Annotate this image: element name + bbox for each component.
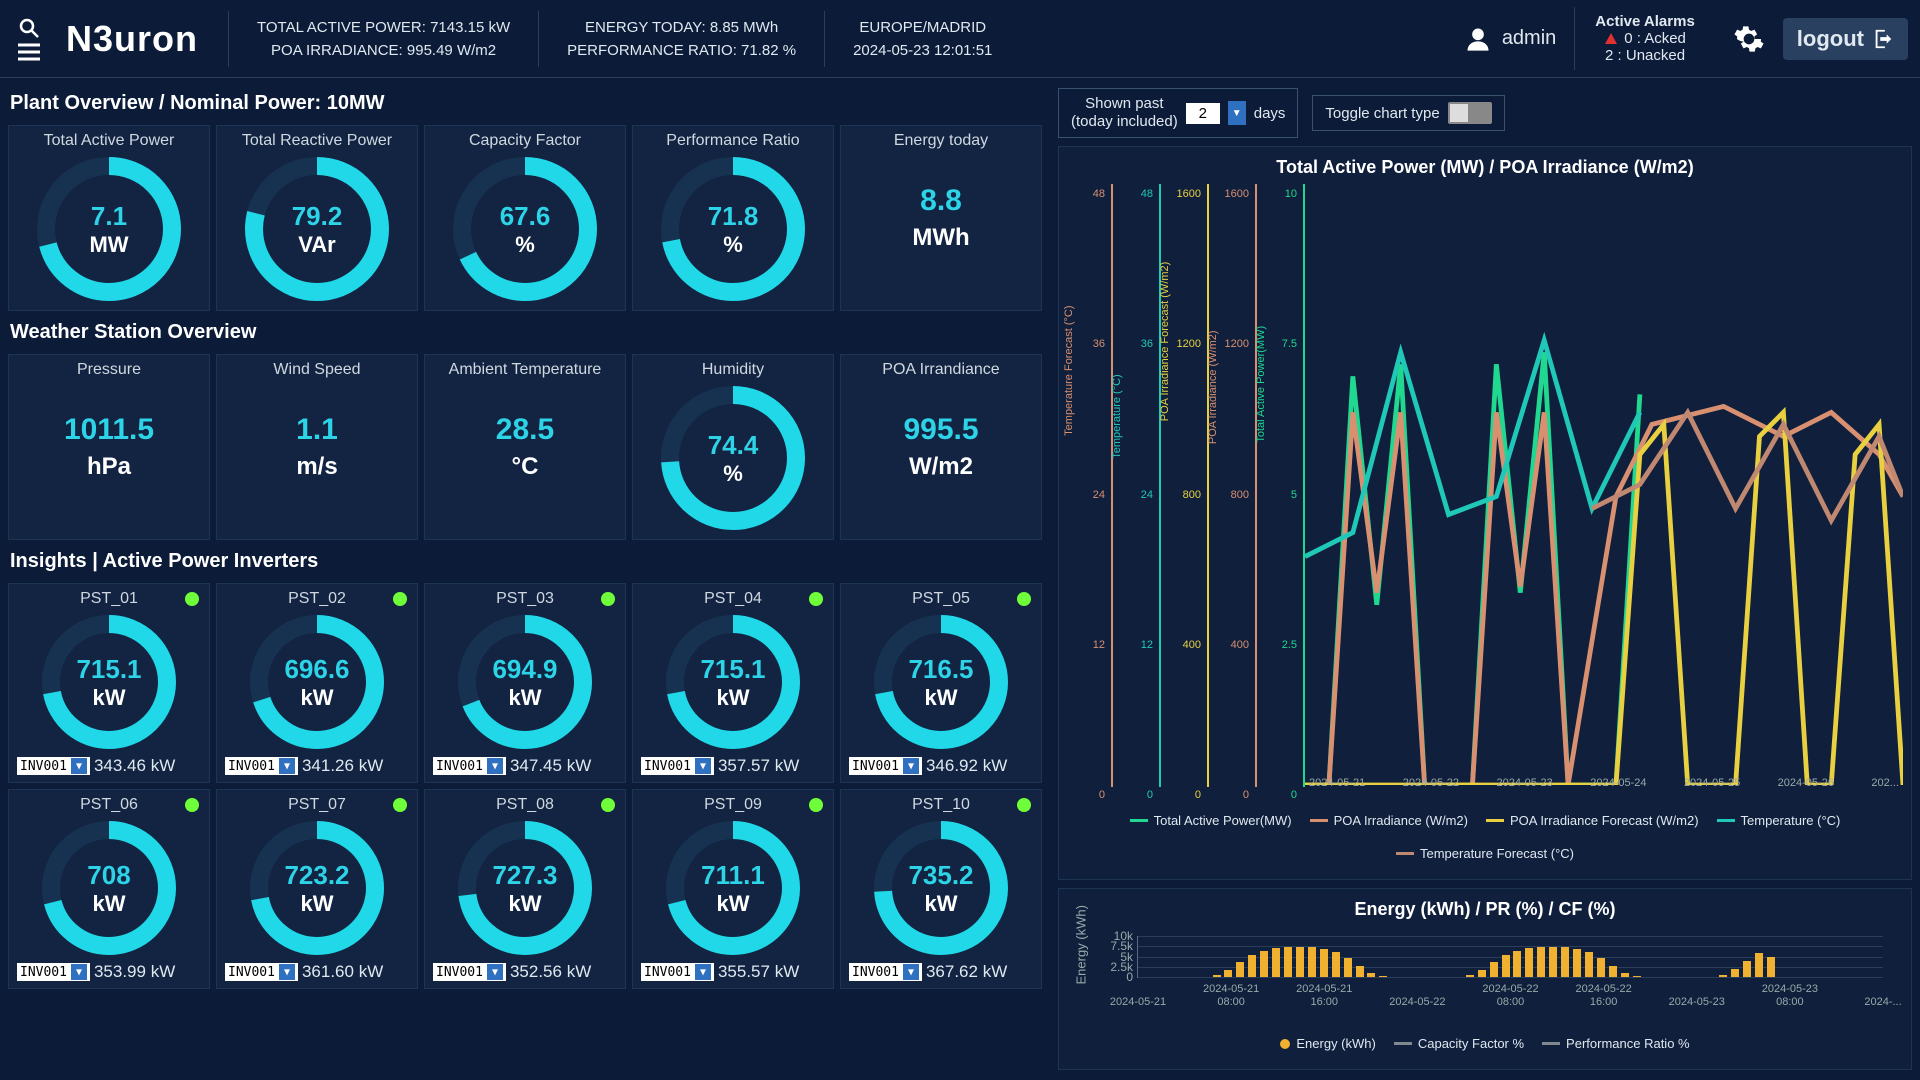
status-indicator — [601, 798, 615, 812]
inverter-select[interactable]: INV001▼ — [433, 963, 506, 981]
insights-title: Insights | Active Power Inverters — [8, 546, 1042, 577]
card-pst-03: PST_03 694.9kW INV001▼ 347.45 kW — [424, 583, 626, 783]
metric-time: EUROPE/MADRID 2024-05-23 12:01:51 — [824, 11, 1020, 67]
status-indicator — [809, 798, 823, 812]
legend-item[interactable]: POA Irradiance Forecast (W/m2) — [1486, 813, 1699, 828]
status-indicator — [809, 592, 823, 606]
card-pst-04: PST_04 715.1kW INV001▼ 357.57 kW — [632, 583, 834, 783]
plant-overview-title: Plant Overview / Nominal Power: 10MW — [8, 88, 1042, 119]
inverter-value: 352.56 kW — [510, 962, 591, 982]
status-indicator — [1017, 798, 1031, 812]
card-wind-speed: Wind Speed 1.1m/s — [216, 354, 418, 540]
card-pressure: Pressure 1011.5hPa — [8, 354, 210, 540]
card-pst-06: PST_06 708kW INV001▼ 353.99 kW — [8, 789, 210, 989]
status-indicator — [601, 592, 615, 606]
weather-title: Weather Station Overview — [8, 317, 1042, 348]
status-indicator — [185, 592, 199, 606]
inverter-select[interactable]: INV001▼ — [641, 963, 714, 981]
card-pst-08: PST_08 727.3kW INV001▼ 352.56 kW — [424, 789, 626, 989]
status-indicator — [1017, 592, 1031, 606]
card-total-active-power: Total Active Power 7.1MW — [8, 125, 210, 311]
card-performance-ratio: Performance Ratio 71.8% — [632, 125, 834, 311]
card-pst-07: PST_07 723.2kW INV001▼ 361.60 kW — [216, 789, 418, 989]
alarm-icon — [1604, 32, 1618, 46]
logo: N3uron — [66, 18, 198, 60]
legend-item[interactable]: Capacity Factor % — [1394, 1036, 1524, 1051]
card-ambient-temperature: Ambient Temperature 28.5°C — [424, 354, 626, 540]
user-block[interactable]: admin — [1464, 25, 1556, 53]
legend-item[interactable]: Performance Ratio % — [1542, 1036, 1690, 1051]
inverter-value: 341.26 kW — [302, 756, 383, 776]
header: N3uron TOTAL ACTIVE POWER: 7143.15 kW PO… — [0, 0, 1920, 78]
inverter-value: 353.99 kW — [94, 962, 175, 982]
card-poa-irrandiance: POA Irrandiance 995.5W/m2 — [840, 354, 1042, 540]
logout-button[interactable]: logout — [1783, 18, 1908, 60]
chart-type-toggle[interactable] — [1448, 102, 1492, 124]
card-pst-05: PST_05 716.5kW INV001▼ 346.92 kW — [840, 583, 1042, 783]
user-icon — [1464, 25, 1492, 53]
chart-power-irradiance: Total Active Power (MW) / POA Irradiance… — [1058, 146, 1912, 880]
inverter-select[interactable]: INV001▼ — [641, 757, 714, 775]
toggle-chart-control: Toggle chart type — [1312, 95, 1504, 131]
logout-icon — [1872, 28, 1894, 50]
legend-item[interactable]: Temperature (°C) — [1717, 813, 1841, 828]
card-total-reactive-power: Total Reactive Power 79.2VAr — [216, 125, 418, 311]
inverter-value: 357.57 kW — [718, 756, 799, 776]
metric-energy-pr: ENERGY TODAY: 8.85 MWh PERFORMANCE RATIO… — [538, 11, 824, 67]
card-energy-today: Energy today 8.8MWh — [840, 125, 1042, 311]
legend-item[interactable]: POA Irradiance (W/m2) — [1310, 813, 1468, 828]
inverter-select[interactable]: INV001▼ — [225, 963, 298, 981]
legend-item[interactable]: Energy (kWh) — [1280, 1036, 1375, 1051]
inverter-select[interactable]: INV001▼ — [849, 963, 922, 981]
status-indicator — [393, 592, 407, 606]
metric-power-irradiance: TOTAL ACTIVE POWER: 7143.15 kW POA IRRAD… — [228, 11, 538, 67]
status-indicator — [393, 798, 407, 812]
card-pst-01: PST_01 715.1kW INV001▼ 343.46 kW — [8, 583, 210, 783]
shown-past-control: Shown past (today included) 2 ▼ days — [1058, 88, 1298, 138]
inverter-value: 347.45 kW — [510, 756, 591, 776]
inverter-value: 346.92 kW — [926, 756, 1007, 776]
inverter-value: 343.46 kW — [94, 756, 175, 776]
alarms-block[interactable]: Active Alarms 0 : Acked 2 : Unacked — [1574, 7, 1715, 70]
card-pst-09: PST_09 711.1kW INV001▼ 355.57 kW — [632, 789, 834, 989]
inverter-select[interactable]: INV001▼ — [849, 757, 922, 775]
card-pst-10: PST_10 735.2kW INV001▼ 367.62 kW — [840, 789, 1042, 989]
legend-item[interactable]: Temperature Forecast (°C) — [1396, 846, 1574, 861]
inverter-select[interactable]: INV001▼ — [17, 963, 90, 981]
days-dropdown[interactable]: ▼ — [1228, 101, 1246, 125]
legend-item[interactable]: Total Active Power(MW) — [1130, 813, 1292, 828]
card-capacity-factor: Capacity Factor 67.6% — [424, 125, 626, 311]
inverter-select[interactable]: INV001▼ — [433, 757, 506, 775]
search-menu-icon[interactable] — [12, 13, 46, 65]
card-pst-02: PST_02 696.6kW INV001▼ 341.26 kW — [216, 583, 418, 783]
chart-energy: Energy (kWh) / PR (%) / CF (%) Energy (k… — [1058, 888, 1912, 1070]
days-input[interactable]: 2 — [1186, 103, 1220, 124]
status-indicator — [185, 798, 199, 812]
inverter-select[interactable]: INV001▼ — [225, 757, 298, 775]
inverter-value: 355.57 kW — [718, 962, 799, 982]
gear-icon[interactable] — [1733, 23, 1765, 55]
inverter-select[interactable]: INV001▼ — [17, 757, 90, 775]
card-humidity: Humidity 74.4% — [632, 354, 834, 540]
inverter-value: 367.62 kW — [926, 962, 1007, 982]
inverter-value: 361.60 kW — [302, 962, 383, 982]
